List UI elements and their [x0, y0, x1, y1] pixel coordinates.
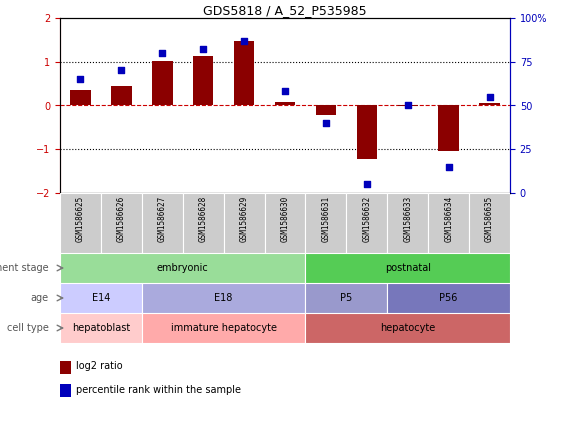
Text: immature hepatocyte: immature hepatocyte [171, 323, 277, 333]
Point [157, 49, 167, 56]
Bar [234, 41, 254, 105]
Bar [111, 86, 131, 105]
Text: GSM1586628: GSM1586628 [199, 196, 208, 242]
Text: GSM1586634: GSM1586634 [444, 196, 453, 242]
Bar [428, 193, 469, 253]
Bar [183, 193, 223, 253]
Bar [387, 283, 510, 313]
Bar [306, 283, 387, 313]
Point [444, 163, 453, 170]
Point [321, 120, 331, 126]
Text: percentile rank within the sample: percentile rank within the sample [76, 385, 241, 395]
Bar [223, 193, 265, 253]
Point [485, 93, 494, 100]
Bar [60, 283, 142, 313]
Text: GSM1586625: GSM1586625 [76, 196, 85, 242]
Text: P5: P5 [340, 293, 353, 303]
Text: GSM1586626: GSM1586626 [117, 196, 126, 242]
Point [199, 46, 208, 53]
Bar [142, 283, 306, 313]
Text: age: age [30, 293, 49, 303]
Text: GSM1586630: GSM1586630 [280, 196, 290, 242]
Text: hepatocyte: hepatocyte [380, 323, 435, 333]
Point [403, 102, 412, 109]
Text: hepatoblast: hepatoblast [72, 323, 130, 333]
Bar [438, 105, 459, 151]
Bar [152, 61, 173, 105]
Text: GSM1586629: GSM1586629 [240, 196, 248, 242]
Bar [60, 313, 142, 343]
Bar [346, 193, 387, 253]
Bar [398, 105, 418, 106]
Bar [306, 313, 510, 343]
Bar [142, 313, 306, 343]
Text: development stage: development stage [0, 263, 49, 273]
Text: E18: E18 [214, 293, 233, 303]
Text: GSM1586635: GSM1586635 [485, 196, 494, 242]
Point [280, 88, 290, 95]
Title: GDS5818 / A_52_P535985: GDS5818 / A_52_P535985 [203, 4, 367, 17]
Bar [60, 361, 71, 374]
Text: embryonic: embryonic [157, 263, 208, 273]
Bar [306, 193, 346, 253]
Text: GSM1586632: GSM1586632 [362, 196, 371, 242]
Bar [306, 253, 510, 283]
Bar [193, 57, 214, 105]
Bar [275, 102, 295, 105]
Bar [60, 253, 306, 283]
Bar [60, 193, 101, 253]
Text: GSM1586633: GSM1586633 [403, 196, 412, 242]
Point [117, 67, 126, 74]
Bar [265, 193, 306, 253]
Bar [479, 103, 500, 105]
Text: cell type: cell type [6, 323, 49, 333]
Bar [316, 105, 336, 115]
Point [240, 37, 249, 44]
Bar [70, 90, 91, 105]
Text: E14: E14 [91, 293, 110, 303]
Text: P56: P56 [439, 293, 458, 303]
Point [76, 76, 85, 82]
Bar [387, 193, 428, 253]
Text: postnatal: postnatal [384, 263, 431, 273]
Text: log2 ratio: log2 ratio [76, 361, 122, 371]
Bar [142, 193, 183, 253]
Text: GSM1586631: GSM1586631 [321, 196, 331, 242]
Bar [469, 193, 510, 253]
Point [362, 181, 372, 188]
Bar [101, 193, 142, 253]
Text: GSM1586627: GSM1586627 [157, 196, 167, 242]
Bar [60, 384, 71, 397]
Bar [357, 105, 377, 159]
